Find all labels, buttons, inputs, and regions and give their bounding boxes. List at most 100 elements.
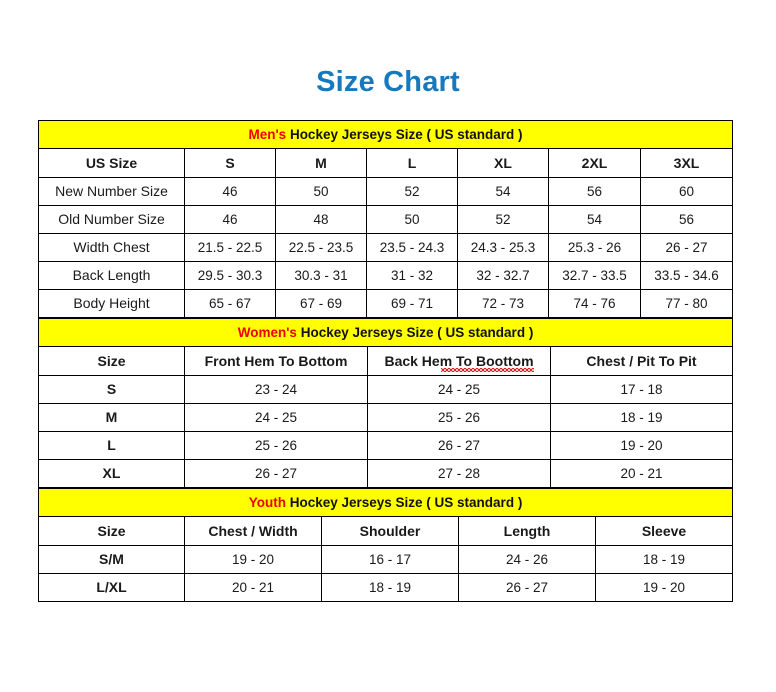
size-tables-container: Men's Hockey Jerseys Size ( US standard …	[37, 120, 734, 602]
womens-section-banner: Women's Hockey Jerseys Size ( US standar…	[37, 318, 734, 347]
mens-cell-4-5: 77 - 80	[639, 289, 734, 318]
womens-cell-1-1: 25 - 26	[367, 403, 551, 432]
youth-table-body: Youth Hockey Jerseys Size ( US standard …	[37, 488, 734, 602]
mens-banner-rest: Hockey Jerseys Size ( US standard )	[286, 126, 523, 142]
womens-banner-rest: Hockey Jerseys Size ( US standard )	[296, 324, 534, 340]
womens-cell-0-0: 23 - 24	[184, 375, 368, 404]
womens-banner-highlight: Women's	[237, 324, 297, 340]
mens-cell-0-0: 46	[184, 177, 276, 206]
youth-row-label-1: L/XL	[38, 573, 185, 602]
mens-col-header-4: XL	[457, 148, 549, 178]
table-row: S 23 - 24 24 - 25 17 - 18	[38, 375, 734, 404]
table-row: M 24 - 25 25 - 26 18 - 19	[38, 403, 734, 432]
mens-cell-1-4: 54	[548, 205, 641, 234]
mens-col-header-1: S	[184, 148, 276, 178]
youth-col-header-1: Chest / Width	[184, 516, 322, 546]
womens-banner-row: Women's Hockey Jerseys Size ( US standar…	[37, 318, 734, 347]
mens-banner-highlight: Men's	[248, 126, 287, 142]
womens-size-table: Women's Hockey Jerseys Size ( US standar…	[37, 318, 734, 488]
mens-row-label-4: Body Height	[38, 289, 185, 318]
youth-cell-1-0: 20 - 21	[184, 573, 322, 602]
mens-cell-1-1: 48	[275, 205, 367, 234]
mens-cell-4-3: 72 - 73	[457, 289, 549, 318]
womens-cell-1-2: 18 - 19	[549, 403, 734, 432]
mens-size-table: Men's Hockey Jerseys Size ( US standard …	[37, 120, 734, 318]
misspelled-header-text: Back Hem To Boottom	[384, 352, 534, 373]
mens-cell-0-4: 56	[548, 177, 641, 206]
table-row: Old Number Size 46 48 50 52 54 56	[38, 205, 734, 234]
youth-col-header-4: Sleeve	[594, 516, 734, 546]
mens-cell-1-5: 56	[639, 205, 734, 234]
womens-cell-1-0: 24 - 25	[184, 403, 368, 432]
womens-cell-2-0: 25 - 26	[184, 431, 368, 460]
youth-col-header-2: Shoulder	[321, 516, 459, 546]
womens-cell-0-1: 24 - 25	[367, 375, 551, 404]
womens-col-header-0: Size	[38, 346, 185, 376]
mens-col-header-2: M	[275, 148, 367, 178]
youth-row-label-0: S/M	[38, 545, 185, 574]
mens-cell-1-2: 50	[366, 205, 458, 234]
mens-col-header-6: 3XL	[639, 148, 734, 178]
youth-col-header-3: Length	[458, 516, 596, 546]
mens-cell-2-4: 25.3 - 26	[548, 233, 641, 262]
page-title: Size Chart	[316, 66, 460, 98]
mens-cell-3-4: 32.7 - 33.5	[548, 261, 641, 290]
mens-cell-0-1: 50	[275, 177, 367, 206]
youth-banner-rest: Hockey Jerseys Size ( US standard )	[285, 494, 523, 510]
womens-col-header-2: Back Hem To Boottom	[367, 346, 551, 376]
mens-table-body: Men's Hockey Jerseys Size ( US standard …	[37, 120, 734, 318]
table-row: XL 26 - 27 27 - 28 20 - 21	[38, 459, 734, 488]
mens-cell-4-0: 65 - 67	[184, 289, 276, 318]
table-row: Width Chest 21.5 - 22.5 22.5 - 23.5 23.5…	[38, 233, 734, 262]
mens-cell-1-3: 52	[457, 205, 549, 234]
youth-size-table: Youth Hockey Jerseys Size ( US standard …	[37, 488, 734, 602]
youth-cell-1-2: 26 - 27	[458, 573, 596, 602]
youth-cell-0-1: 16 - 17	[321, 545, 459, 574]
youth-section-banner: Youth Hockey Jerseys Size ( US standard …	[37, 488, 734, 517]
mens-cell-3-0: 29.5 - 30.3	[184, 261, 276, 290]
mens-row-label-3: Back Length	[38, 261, 185, 290]
youth-col-header-0: Size	[38, 516, 185, 546]
womens-col-header-3: Chest / Pit To Pit	[549, 346, 734, 376]
mens-cell-3-5: 33.5 - 34.6	[639, 261, 734, 290]
mens-cell-2-3: 24.3 - 25.3	[457, 233, 549, 262]
mens-cell-3-2: 31 - 32	[366, 261, 458, 290]
table-row: Back Length 29.5 - 30.3 30.3 - 31 31 - 3…	[38, 261, 734, 290]
mens-cell-2-2: 23.5 - 24.3	[366, 233, 458, 262]
youth-cell-1-1: 18 - 19	[321, 573, 459, 602]
mens-cell-2-0: 21.5 - 22.5	[184, 233, 276, 262]
womens-column-header-row: Size Front Hem To Bottom Back Hem To Boo…	[38, 346, 734, 376]
mens-row-label-1: Old Number Size	[38, 205, 185, 234]
mens-cell-2-1: 22.5 - 23.5	[275, 233, 367, 262]
mens-row-label-2: Width Chest	[38, 233, 185, 262]
youth-banner-row: Youth Hockey Jerseys Size ( US standard …	[37, 488, 734, 517]
womens-cell-2-1: 26 - 27	[367, 431, 551, 460]
youth-cell-0-3: 18 - 19	[594, 545, 734, 574]
mens-cell-0-3: 54	[457, 177, 549, 206]
mens-cell-3-1: 30.3 - 31	[275, 261, 367, 290]
mens-cell-4-2: 69 - 71	[366, 289, 458, 318]
youth-banner-highlight: Youth	[248, 494, 286, 510]
table-row: S/M 19 - 20 16 - 17 24 - 26 18 - 19	[38, 545, 734, 574]
mens-cell-0-5: 60	[639, 177, 734, 206]
womens-cell-3-0: 26 - 27	[184, 459, 368, 488]
womens-row-label-3: XL	[38, 459, 185, 488]
mens-cell-2-5: 26 - 27	[639, 233, 734, 262]
mens-section-banner: Men's Hockey Jerseys Size ( US standard …	[37, 120, 734, 149]
womens-row-label-2: L	[38, 431, 185, 460]
youth-cell-1-3: 19 - 20	[594, 573, 734, 602]
table-row: L/XL 20 - 21 18 - 19 26 - 27 19 - 20	[38, 573, 734, 602]
mens-banner-row: Men's Hockey Jerseys Size ( US standard …	[37, 120, 734, 149]
womens-row-label-1: M	[38, 403, 185, 432]
mens-col-header-5: 2XL	[548, 148, 641, 178]
mens-col-header-0: US Size	[38, 148, 185, 178]
mens-column-header-row: US Size S M L XL 2XL 3XL	[38, 148, 734, 178]
womens-cell-3-1: 27 - 28	[367, 459, 551, 488]
mens-cell-3-3: 32 - 32.7	[457, 261, 549, 290]
youth-column-header-row: Size Chest / Width Shoulder Length Sleev…	[38, 516, 734, 546]
womens-table-body: Women's Hockey Jerseys Size ( US standar…	[37, 318, 734, 488]
womens-cell-2-2: 19 - 20	[549, 431, 734, 460]
womens-col-header-1: Front Hem To Bottom	[184, 346, 368, 376]
youth-cell-0-0: 19 - 20	[184, 545, 322, 574]
